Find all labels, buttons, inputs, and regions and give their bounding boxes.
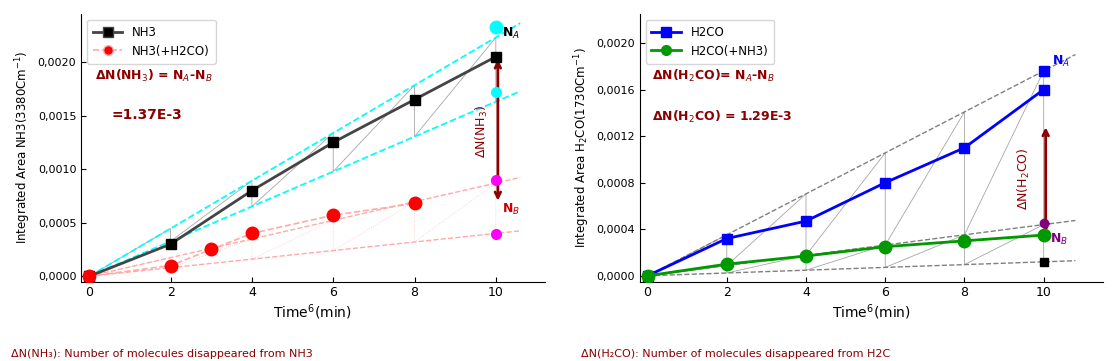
Text: N$_A$: N$_A$ bbox=[502, 26, 519, 41]
Text: N$_B$: N$_B$ bbox=[502, 202, 521, 217]
Text: ΔN(H$_2$CO): ΔN(H$_2$CO) bbox=[1015, 148, 1032, 210]
Text: =1.37E-3: =1.37E-3 bbox=[112, 108, 182, 122]
Text: N$_B$: N$_B$ bbox=[1050, 232, 1068, 247]
X-axis label: Time$^6$(min): Time$^6$(min) bbox=[832, 302, 910, 322]
Y-axis label: Integrated Area NH3(3380Cm$^{-1}$): Integrated Area NH3(3380Cm$^{-1}$) bbox=[13, 51, 34, 244]
Text: N$_A$: N$_A$ bbox=[1051, 53, 1070, 69]
Text: ΔN(NH₃): Number of molecules disappeared from NH3: ΔN(NH₃): Number of molecules disappeared… bbox=[11, 349, 313, 360]
Legend: NH3, NH3(+H2CO): NH3, NH3(+H2CO) bbox=[87, 20, 216, 64]
Legend: H2CO, H2CO(+NH3): H2CO, H2CO(+NH3) bbox=[646, 20, 774, 64]
Text: ΔN(NH$_3$): ΔN(NH$_3$) bbox=[474, 105, 489, 158]
Y-axis label: Integrated Area H$_2$CO(1730Cm$^{-1}$): Integrated Area H$_2$CO(1730Cm$^{-1}$) bbox=[572, 47, 592, 248]
X-axis label: Time$^6$(min): Time$^6$(min) bbox=[274, 302, 352, 322]
Text: ΔN(H₂CO): Number of molecules disappeared from H2C: ΔN(H₂CO): Number of molecules disappeare… bbox=[581, 349, 890, 360]
Text: ΔN(H$_2$CO) = 1.29E-3: ΔN(H$_2$CO) = 1.29E-3 bbox=[651, 109, 792, 125]
Text: ΔN(NH$_3$) = N$_A$-N$_B$: ΔN(NH$_3$) = N$_A$-N$_B$ bbox=[95, 68, 213, 84]
Text: ΔN(H$_2$CO)= N$_A$-N$_B$: ΔN(H$_2$CO)= N$_A$-N$_B$ bbox=[651, 68, 774, 84]
